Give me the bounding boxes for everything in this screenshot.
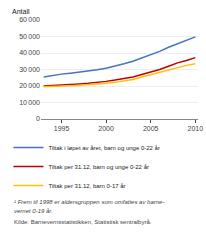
svg-text:10 000: 10 000 — [19, 99, 40, 106]
svg-text:2005: 2005 — [143, 125, 159, 132]
svg-text:Tiltak per 31.12, barn 0-17 år: Tiltak per 31.12, barn 0-17 år — [48, 183, 125, 189]
svg-text:¹ Frem til 1998 er aldersgrupp: ¹ Frem til 1998 er aldersgruppen som omf… — [14, 199, 164, 205]
svg-text:50 000: 50 000 — [19, 33, 40, 40]
svg-text:Kilde: Barnevernsstatistikken,: Kilde: Barnevernsstatistikken, Statistis… — [14, 219, 152, 225]
svg-text:vernet 0-19 år.: vernet 0-19 år. — [14, 208, 53, 214]
svg-text:20 000: 20 000 — [19, 82, 40, 89]
svg-text:0: 0 — [36, 115, 40, 122]
svg-text:2010: 2010 — [188, 125, 204, 132]
svg-text:2000: 2000 — [98, 125, 114, 132]
svg-text:1995: 1995 — [54, 125, 70, 132]
svg-text:Tiltak per 31.12, barn og unge: Tiltak per 31.12, barn og unge 0-22 år — [48, 164, 149, 170]
svg-text:40 000: 40 000 — [19, 49, 40, 56]
svg-text:30 000: 30 000 — [19, 66, 40, 73]
svg-text:60 000: 60 000 — [19, 16, 40, 23]
svg-text:Tiltak i løpet av året, barn o: Tiltak i løpet av året, barn og unge 0-2… — [48, 145, 160, 151]
svg-text:Antall: Antall — [12, 8, 30, 15]
